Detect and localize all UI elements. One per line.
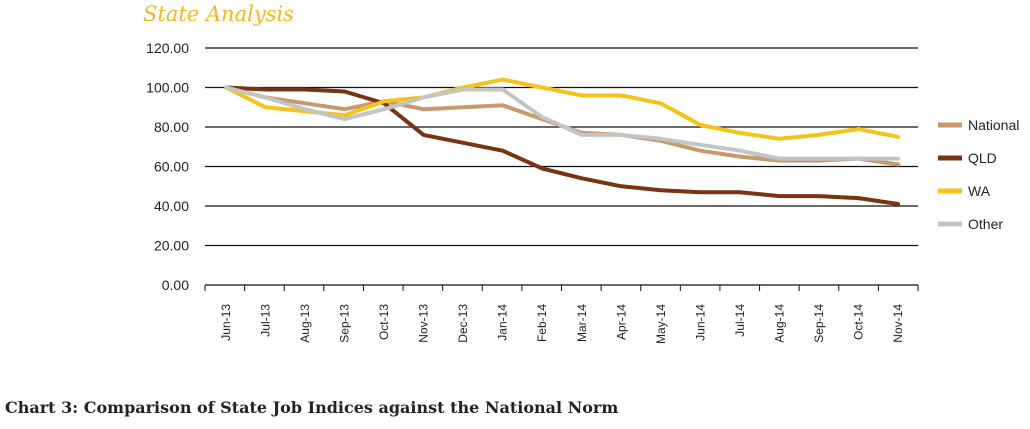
x-tick-label: Jul-14 — [733, 304, 747, 337]
x-tick-label: Jun-14 — [693, 304, 707, 341]
x-axis-ticks: Jun-13 Jul-13 Aug-13 Sep-13 Oct-13 Nov-13 Dec-… — [219, 304, 905, 344]
y-tick-label: 40.00 — [154, 198, 189, 214]
x-tick-label: Nov-14 — [891, 304, 905, 343]
x-tick-label: Mar-14 — [575, 304, 589, 342]
x-tick-label: Oct-14 — [851, 304, 865, 340]
series-line-wa — [224, 77, 900, 141]
x-tick-label: Jun-13 — [219, 304, 233, 341]
x-tick-label: Aug-14 — [772, 304, 786, 343]
y-tick-label: 0.00 — [162, 277, 189, 293]
x-tick-label: Feb-14 — [535, 304, 549, 342]
chart-subtitle: State Analysis — [143, 2, 294, 26]
y-tick-label: 60.00 — [154, 159, 189, 175]
line-chart: 0.00 20.00 40.00 60.00 80.00 100.00 120.00 Jun… — [146, 40, 1019, 344]
x-tick-label: Jan-14 — [496, 304, 510, 341]
legend: National QLD WA Other — [938, 117, 1019, 232]
x-tick-label: Aug-13 — [298, 304, 312, 343]
x-tick-label: Sep-14 — [812, 304, 826, 343]
x-tick-label: Oct-13 — [377, 304, 391, 340]
y-tick-label: 80.00 — [154, 119, 189, 135]
y-tick-label: 100.00 — [146, 80, 189, 96]
y-tick-label: 120.00 — [146, 40, 189, 56]
legend-label-other: Other — [968, 216, 1003, 232]
grid-lines — [205, 47, 918, 247]
legend-label-qld: QLD — [968, 150, 997, 166]
x-tick-label: Jul-13 — [259, 304, 273, 337]
x-tick-label: Apr-14 — [614, 304, 628, 340]
x-tick-label: Sep-13 — [338, 304, 352, 343]
chart-caption: Chart 3: Comparison of State Job Indices… — [5, 398, 619, 417]
series-lines — [224, 77, 900, 206]
y-axis-ticks: 0.00 20.00 40.00 60.00 80.00 100.00 120.00 — [146, 40, 189, 293]
x-tick-label: May-14 — [654, 304, 668, 344]
x-tick-label: Nov-13 — [417, 304, 431, 343]
x-axis — [204, 284, 919, 291]
series-line-qld — [224, 85, 900, 206]
legend-label-national: National — [968, 117, 1019, 133]
legend-label-wa: WA — [968, 183, 991, 199]
y-tick-label: 20.00 — [154, 238, 189, 254]
series-line-other — [224, 85, 900, 161]
x-tick-label: Dec-13 — [456, 304, 470, 343]
